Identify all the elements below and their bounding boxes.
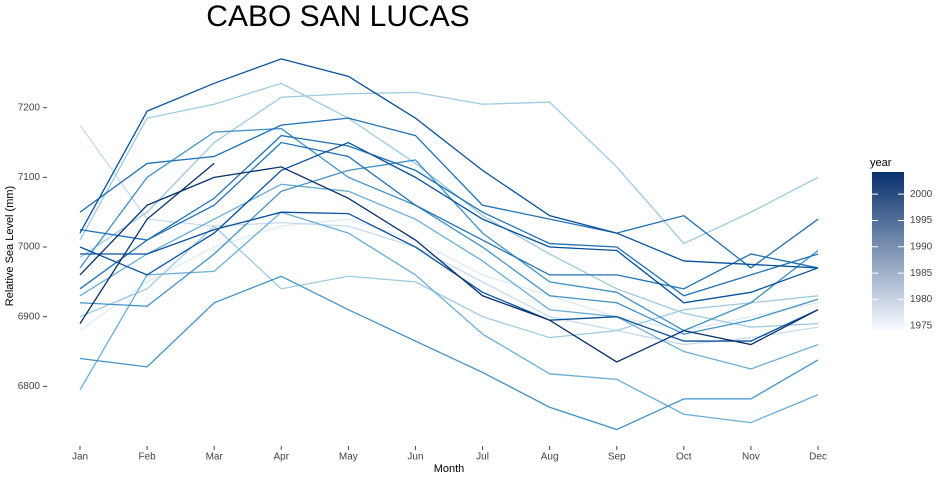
series-line [79, 127, 819, 335]
chart-title: CABO SAN LUCAS [206, 0, 469, 33]
x-tick-label: Jan [72, 452, 88, 463]
series-line [79, 141, 819, 304]
colorbar-label: 2000 [910, 189, 933, 200]
y-tick-label: 6800 [18, 381, 41, 392]
series-line [79, 58, 819, 269]
series-line [79, 134, 819, 297]
x-tick-label: Feb [138, 452, 156, 463]
series-line [80, 211, 819, 342]
x-tick-label: Dec [809, 452, 827, 463]
y-tick-label: 7100 [18, 172, 41, 183]
x-tick-label: Jul [476, 452, 489, 463]
series-line [79, 162, 215, 325]
y-tick-label: 7000 [18, 242, 41, 253]
series-line [79, 225, 819, 339]
x-tick-label: Apr [273, 452, 289, 463]
legend-title: year [870, 157, 892, 169]
series-line [79, 218, 819, 332]
y-axis-label: Relative Sea Level (mm) [4, 186, 16, 306]
colorbar-label: 1980 [910, 294, 933, 305]
x-tick-label: Aug [541, 452, 559, 463]
y-tick-label: 7200 [18, 102, 41, 113]
colorbar [872, 172, 904, 330]
series-line [79, 91, 819, 259]
y-tick-label: 6900 [18, 311, 41, 322]
colorbar-label: 1990 [910, 241, 933, 252]
colorbar-label: 1995 [910, 215, 933, 226]
series-line [79, 82, 819, 328]
colorbar-label: 1985 [910, 268, 933, 279]
series-line [79, 159, 819, 332]
series-line [79, 124, 819, 346]
series-line [79, 183, 819, 370]
series-line [79, 275, 819, 431]
series-line [79, 211, 819, 424]
x-tick-label: Sep [608, 452, 626, 463]
x-tick-label: Oct [676, 452, 692, 463]
x-tick-label: Mar [206, 452, 224, 463]
colorbar-label: 1975 [910, 320, 933, 331]
x-tick-label: May [339, 452, 358, 463]
x-tick-label: Jun [407, 452, 423, 463]
series-line [79, 166, 819, 363]
x-tick-label: Nov [742, 452, 760, 463]
series-line [79, 117, 819, 269]
series-line [79, 141, 819, 290]
x-axis-label: Month [434, 463, 465, 475]
